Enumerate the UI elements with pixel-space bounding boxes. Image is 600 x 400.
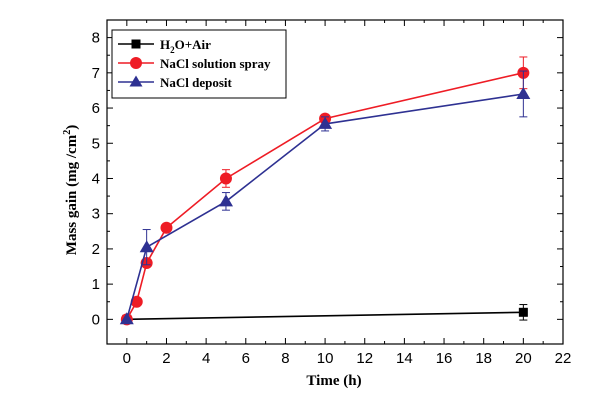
- x-tick-label: 10: [317, 350, 334, 367]
- y-tick-label: 1: [92, 276, 100, 293]
- data-point-circle: [130, 295, 143, 308]
- y-tick-label: 7: [92, 65, 100, 82]
- data-point-triangle: [318, 116, 333, 129]
- x-tick-label: 2: [162, 350, 170, 367]
- y-tick-label: 0: [92, 311, 100, 328]
- legend-label-nacl-deposit: NaCl deposit: [160, 75, 233, 90]
- legend-box: [111, 29, 287, 99]
- y-axis-label: Mass gain (mg /cm2): [62, 125, 80, 255]
- y-axis-label-close: ): [64, 125, 80, 130]
- legend-item-nacl-deposit: NaCl deposit: [118, 75, 233, 90]
- y-tick-label: 2: [92, 241, 100, 258]
- y-tick-label: 6: [92, 100, 100, 117]
- data-point-triangle: [516, 87, 531, 99]
- x-axis-ticks: 0 2 4 6 8 10 12 14 16 18 20 22: [123, 20, 572, 367]
- y-tick-label: 5: [92, 135, 100, 152]
- series-line: [126, 311, 524, 321]
- x-tick-label: 18: [475, 350, 492, 367]
- series-layer: [119, 56, 531, 326]
- legend-label-h2o-main: H: [160, 37, 170, 52]
- series-2: [119, 70, 531, 325]
- y-tick-label: 4: [92, 170, 100, 187]
- data-point-square: [518, 307, 528, 317]
- legend-label-h2o-sub: 2: [170, 45, 175, 55]
- y-axis-ticks: 0 1 2 3 4 5 6 7 8: [92, 30, 563, 328]
- x-tick-label: 14: [396, 350, 413, 367]
- data-point-triangle: [219, 194, 233, 207]
- series-0: [122, 304, 528, 324]
- x-axis-label: Time (h): [306, 373, 361, 389]
- x-tick-label: 16: [436, 350, 453, 367]
- y-tick-label: 3: [92, 206, 100, 223]
- x-tick-label: 0: [123, 350, 131, 367]
- y-tick-label: 8: [92, 30, 100, 47]
- x-tick-label: 20: [515, 350, 532, 367]
- legend-item-h2o-air: H2O+Air: [118, 37, 211, 55]
- x-tick-label: 22: [555, 350, 572, 367]
- legend-label-h2o-rest: O+Air: [175, 37, 212, 52]
- x-tick-label: 12: [356, 350, 373, 367]
- plot-border: [106, 19, 564, 345]
- y-axis-label-main: Mass gain (mg /cm: [64, 134, 80, 255]
- plot-frame: [106, 19, 564, 345]
- legend-marker-triangle: [129, 75, 143, 87]
- legend-label-nacl-spray: NaCl solution spray: [160, 56, 271, 71]
- legend-item-nacl-spray: NaCl solution spray: [118, 56, 271, 71]
- series-line: [126, 72, 524, 320]
- data-point-circle: [219, 172, 232, 185]
- x-tick-label: 4: [202, 350, 210, 367]
- y-axis-label-sup: 2: [62, 130, 73, 135]
- legend-marker-square: [131, 39, 141, 49]
- data-point-triangle: [139, 240, 154, 253]
- x-tick-label: 8: [281, 350, 289, 367]
- x-tick-label: 6: [242, 350, 250, 367]
- legend-marker-circle: [130, 57, 142, 69]
- legend: H2O+Air NaCl solution spray NaCl deposit: [111, 29, 287, 99]
- data-point-triangle: [119, 312, 134, 325]
- svg-text:H2O+Air: H2O+Air: [160, 37, 211, 55]
- data-point-circle: [160, 221, 173, 234]
